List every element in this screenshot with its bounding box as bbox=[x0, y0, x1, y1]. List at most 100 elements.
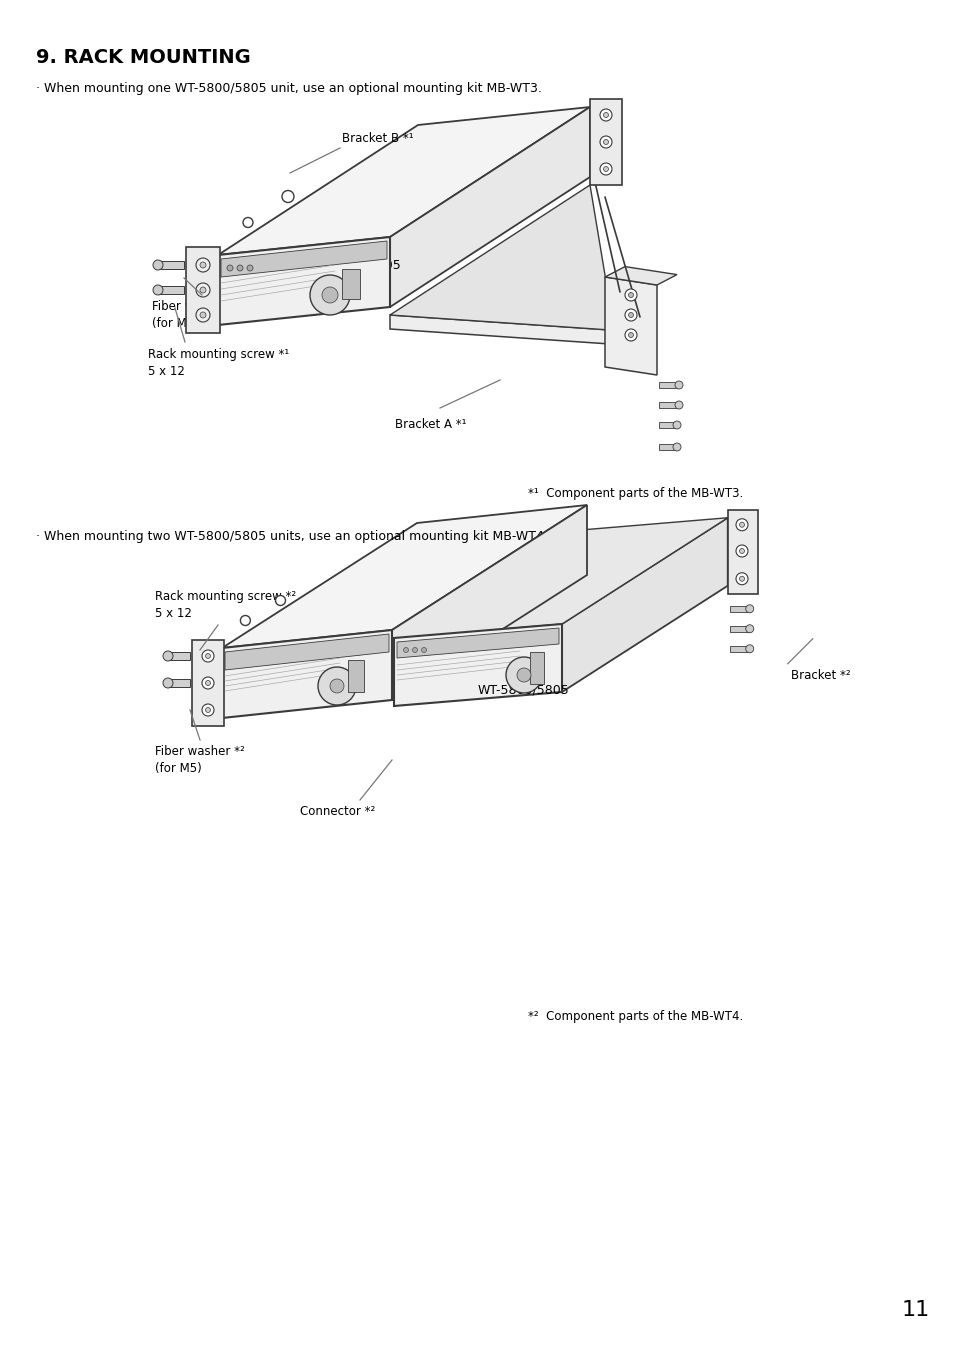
Polygon shape bbox=[192, 639, 224, 726]
Circle shape bbox=[624, 289, 637, 301]
Circle shape bbox=[152, 260, 163, 270]
Circle shape bbox=[745, 645, 753, 653]
Circle shape bbox=[227, 264, 233, 271]
Polygon shape bbox=[396, 629, 558, 658]
Polygon shape bbox=[221, 241, 387, 277]
Circle shape bbox=[202, 677, 213, 689]
Circle shape bbox=[624, 329, 637, 341]
Circle shape bbox=[236, 264, 243, 271]
Polygon shape bbox=[589, 98, 621, 185]
Polygon shape bbox=[659, 402, 679, 407]
Circle shape bbox=[243, 217, 253, 228]
Circle shape bbox=[200, 262, 206, 268]
Text: · When mounting two WT-5800/5805 units, use an optional mounting kit MB-WT4.: · When mounting two WT-5800/5805 units, … bbox=[36, 530, 547, 544]
Circle shape bbox=[317, 666, 355, 706]
Circle shape bbox=[672, 442, 680, 451]
Polygon shape bbox=[729, 626, 749, 631]
Polygon shape bbox=[394, 518, 727, 638]
Circle shape bbox=[739, 522, 743, 527]
Text: Fiber washer *²
(for M5): Fiber washer *² (for M5) bbox=[154, 745, 245, 774]
Circle shape bbox=[599, 109, 612, 121]
Circle shape bbox=[310, 275, 350, 316]
Circle shape bbox=[603, 166, 608, 171]
Polygon shape bbox=[729, 646, 749, 652]
Text: Fiber washer *¹
(for M5): Fiber washer *¹ (for M5) bbox=[152, 299, 242, 331]
Polygon shape bbox=[158, 286, 184, 294]
Circle shape bbox=[599, 136, 612, 148]
Polygon shape bbox=[341, 268, 359, 299]
Text: Rack mounting screw *¹
5 x 12: Rack mounting screw *¹ 5 x 12 bbox=[148, 348, 289, 378]
Circle shape bbox=[200, 312, 206, 318]
Polygon shape bbox=[729, 606, 749, 611]
Polygon shape bbox=[218, 237, 390, 325]
Polygon shape bbox=[604, 277, 657, 375]
Polygon shape bbox=[186, 247, 220, 333]
Circle shape bbox=[599, 163, 612, 175]
Circle shape bbox=[745, 625, 753, 633]
Text: *¹  Component parts of the MB-WT3.: *¹ Component parts of the MB-WT3. bbox=[527, 487, 742, 500]
Circle shape bbox=[163, 679, 172, 688]
Circle shape bbox=[275, 595, 285, 606]
Polygon shape bbox=[390, 316, 609, 344]
Circle shape bbox=[322, 287, 337, 304]
Polygon shape bbox=[392, 505, 586, 700]
Text: Bracket A *¹: Bracket A *¹ bbox=[395, 418, 466, 430]
Text: 11: 11 bbox=[901, 1300, 929, 1321]
Circle shape bbox=[247, 264, 253, 271]
Polygon shape bbox=[222, 630, 392, 718]
Circle shape bbox=[195, 258, 210, 272]
Polygon shape bbox=[530, 652, 543, 684]
Circle shape bbox=[628, 293, 633, 298]
Circle shape bbox=[517, 668, 531, 683]
Circle shape bbox=[240, 615, 250, 626]
Polygon shape bbox=[222, 505, 586, 648]
Circle shape bbox=[628, 332, 633, 337]
Circle shape bbox=[603, 112, 608, 117]
Text: Connector *²: Connector *² bbox=[299, 805, 375, 817]
Circle shape bbox=[735, 545, 747, 557]
Polygon shape bbox=[604, 267, 677, 285]
Circle shape bbox=[403, 648, 408, 653]
Circle shape bbox=[603, 139, 608, 144]
Polygon shape bbox=[727, 510, 757, 594]
Polygon shape bbox=[561, 518, 727, 692]
Text: WT-5800/5805: WT-5800/5805 bbox=[290, 658, 381, 672]
Polygon shape bbox=[225, 634, 389, 670]
Circle shape bbox=[202, 650, 213, 662]
Circle shape bbox=[200, 287, 206, 293]
Polygon shape bbox=[394, 625, 561, 706]
Circle shape bbox=[282, 190, 294, 202]
Text: · When mounting one WT-5800/5805 unit, use an optional mounting kit MB-WT3.: · When mounting one WT-5800/5805 unit, u… bbox=[36, 82, 541, 94]
Polygon shape bbox=[348, 660, 364, 692]
Circle shape bbox=[628, 313, 633, 317]
Text: Bracket *²: Bracket *² bbox=[790, 669, 849, 681]
Circle shape bbox=[739, 549, 743, 553]
Circle shape bbox=[205, 680, 211, 685]
Circle shape bbox=[735, 573, 747, 584]
Circle shape bbox=[152, 285, 163, 295]
Polygon shape bbox=[168, 679, 190, 687]
Polygon shape bbox=[218, 107, 589, 255]
Circle shape bbox=[412, 648, 417, 653]
Polygon shape bbox=[390, 107, 589, 308]
Circle shape bbox=[202, 704, 213, 716]
Circle shape bbox=[675, 380, 682, 389]
Circle shape bbox=[330, 679, 344, 693]
Circle shape bbox=[195, 308, 210, 322]
Polygon shape bbox=[158, 260, 184, 268]
Circle shape bbox=[163, 652, 172, 661]
Circle shape bbox=[735, 519, 747, 530]
Polygon shape bbox=[168, 652, 190, 660]
Polygon shape bbox=[659, 444, 677, 451]
Text: *²  Component parts of the MB-WT4.: *² Component parts of the MB-WT4. bbox=[527, 1010, 742, 1023]
Circle shape bbox=[505, 657, 541, 693]
Circle shape bbox=[739, 576, 743, 581]
Polygon shape bbox=[659, 422, 677, 428]
Circle shape bbox=[624, 309, 637, 321]
Polygon shape bbox=[390, 185, 615, 335]
Text: 9. RACK MOUNTING: 9. RACK MOUNTING bbox=[36, 49, 251, 67]
Circle shape bbox=[745, 604, 753, 612]
Polygon shape bbox=[659, 382, 679, 389]
Circle shape bbox=[205, 653, 211, 658]
Text: Bracket B *¹: Bracket B *¹ bbox=[341, 132, 414, 144]
